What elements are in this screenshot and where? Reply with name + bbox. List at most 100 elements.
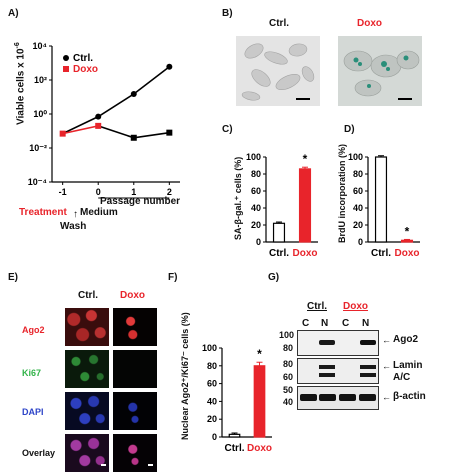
doxo-sa-beta-gal-micrograph: [338, 36, 422, 106]
panel-e-ctrl-label: Ctrl.: [78, 290, 98, 301]
blot-label-beta-actin: β-actin: [393, 391, 426, 402]
panel-d-significance-star: *: [405, 224, 410, 238]
lane-c-2: C: [342, 318, 350, 329]
doxo-point: [130, 134, 137, 141]
blot-label-lamin-ac: Lamin A/C: [393, 360, 423, 383]
panel-f-ytick-label: 40: [207, 396, 217, 406]
panel-f-ytick-label: 80: [207, 361, 217, 371]
panel-c-ytick-label: 100: [246, 152, 261, 162]
panel-a-ylabel: Viable cells x 10-6: [14, 42, 27, 125]
beta-actin-arrow-icon: ←: [382, 392, 391, 402]
panel-c-ytick-label: 0: [256, 237, 261, 247]
panel-c-significance-star: *: [303, 152, 308, 166]
legend-label: Doxo: [73, 64, 98, 75]
lane-n-2: N: [362, 318, 370, 329]
doxo-ago2-micrograph: [113, 308, 157, 346]
panel-c-xtick-label: Ctrl.: [269, 248, 289, 259]
panel-f-significance-star: *: [257, 347, 262, 361]
legend-marker-ctrl: [63, 55, 69, 61]
treatment-label: Treatment: [19, 207, 67, 218]
panel-a-ytick-label: 10⁰: [33, 109, 47, 119]
panel-e-doxo-label: Doxo: [120, 290, 145, 301]
series-line-0: [62, 66, 170, 135]
panel-f-xtick-label: Ctrl.: [225, 443, 245, 454]
panel-d-xtick-label: Doxo: [395, 248, 420, 259]
panel-a-letter: A): [8, 8, 19, 19]
legend-marker-doxo: [63, 66, 69, 72]
marker-80-b: 80: [283, 359, 294, 369]
panel-d-ylabel: BrdU incorporation (%): [337, 144, 347, 243]
ctrl-point: [95, 113, 102, 120]
panel-b-letter: B): [222, 8, 233, 19]
panel-d-bar-doxo: [400, 239, 414, 243]
marker-40: 40: [283, 397, 294, 407]
ctrl-ki67-micrograph: [65, 350, 109, 388]
panel-e-letter: E): [8, 272, 18, 283]
lane-c-1: C: [302, 318, 310, 329]
panel-f-ytick-label: 0: [212, 432, 217, 442]
panel-c-bar-doxo: [298, 168, 312, 243]
panel-a-xlabel: Passage number: [100, 196, 181, 207]
doxo-overlay-micrograph: [113, 434, 157, 472]
lane-n-1: N: [321, 318, 329, 329]
panel-c-ytick-label: 20: [251, 220, 261, 230]
ctrl-ago2-micrograph: [65, 308, 109, 346]
blot-ago2: [297, 330, 379, 356]
marker-100: 100: [279, 330, 295, 340]
panel-d-ytick-label: 40: [353, 203, 363, 213]
row-label-overlay: Overlay: [22, 448, 56, 458]
scale-bar-ctrl: [101, 464, 106, 466]
blot-beta-actin: [297, 386, 379, 410]
panel-a-ytick-label: 10⁴: [33, 41, 47, 51]
panel-d-ytick-label: 80: [353, 169, 363, 179]
ctrl-point: [166, 63, 173, 70]
panel-c-letter: C): [222, 124, 233, 135]
panel-g-ctrl-label: Ctrl.: [307, 301, 327, 312]
panel-a-ytick-label: 10²: [34, 75, 47, 85]
row-label-ago2: Ago2: [22, 325, 45, 335]
panel-d-bar-ctrl: [374, 156, 388, 243]
ctrl-overlay-micrograph: [65, 434, 109, 472]
scale-bar-doxo: [148, 464, 153, 466]
panel-c-bar-ctrl: [272, 222, 286, 243]
panel-d-ytick-label: 100: [348, 152, 363, 162]
ctrl-sa-beta-gal-micrograph: [236, 36, 320, 106]
doxo-point: [59, 130, 66, 137]
panel-f-ytick-label: 100: [202, 343, 217, 353]
marker-80-a: 80: [283, 343, 294, 353]
wash-label: Wash: [60, 221, 87, 232]
legend-label: Ctrl.: [73, 53, 93, 64]
blot-lamin-ac: [297, 358, 379, 384]
panel-a-ytick-label: 10⁻²: [29, 143, 47, 153]
panel-d-ytick-label: 60: [353, 186, 363, 196]
panel-a-xtick-label: -1: [59, 187, 67, 197]
medium-label: Medium: [80, 207, 118, 218]
panel-d-xtick-label: Ctrl.: [371, 248, 391, 259]
panel-c-ytick-label: 60: [251, 186, 261, 196]
panel-f-bar-ctrl: [228, 433, 241, 438]
ctrl-point: [130, 91, 137, 98]
panel-c-ytick-label: 40: [251, 203, 261, 213]
panel-b-doxo-label: Doxo: [357, 18, 382, 29]
row-label-dapi: DAPI: [22, 407, 44, 417]
marker-50: 50: [283, 385, 294, 395]
marker-60: 60: [283, 372, 294, 382]
panel-f-ylabel: Nuclear Ago2⁺/Ki67⁻ cells (%): [180, 312, 190, 440]
lamin-arrow-icon: ←: [382, 361, 391, 371]
doxo-dapi-micrograph: [113, 392, 157, 430]
panel-f-letter: F): [168, 272, 178, 283]
doxo-ki67-micrograph: [113, 350, 157, 388]
panel-f-xtick-label: Doxo: [247, 443, 272, 454]
blot-label-ago2: Ago2: [393, 334, 418, 345]
doxo-point: [95, 122, 102, 129]
panel-d-ytick-label: 20: [353, 220, 363, 230]
panel-c-ytick-label: 80: [251, 169, 261, 179]
series-line-2: [97, 125, 170, 139]
panel-d-ytick-label: 0: [358, 237, 363, 247]
panel-c-ylabel: SA-β-gal.⁺ cells (%): [233, 156, 243, 240]
ctrl-dapi-micrograph: [65, 392, 109, 430]
panel-c-xtick-label: Doxo: [293, 248, 318, 259]
panel-a-ytick-label: 10⁻⁴: [28, 177, 47, 187]
series-line-1: [62, 125, 99, 135]
panel-f-bar-doxo: [253, 365, 266, 438]
